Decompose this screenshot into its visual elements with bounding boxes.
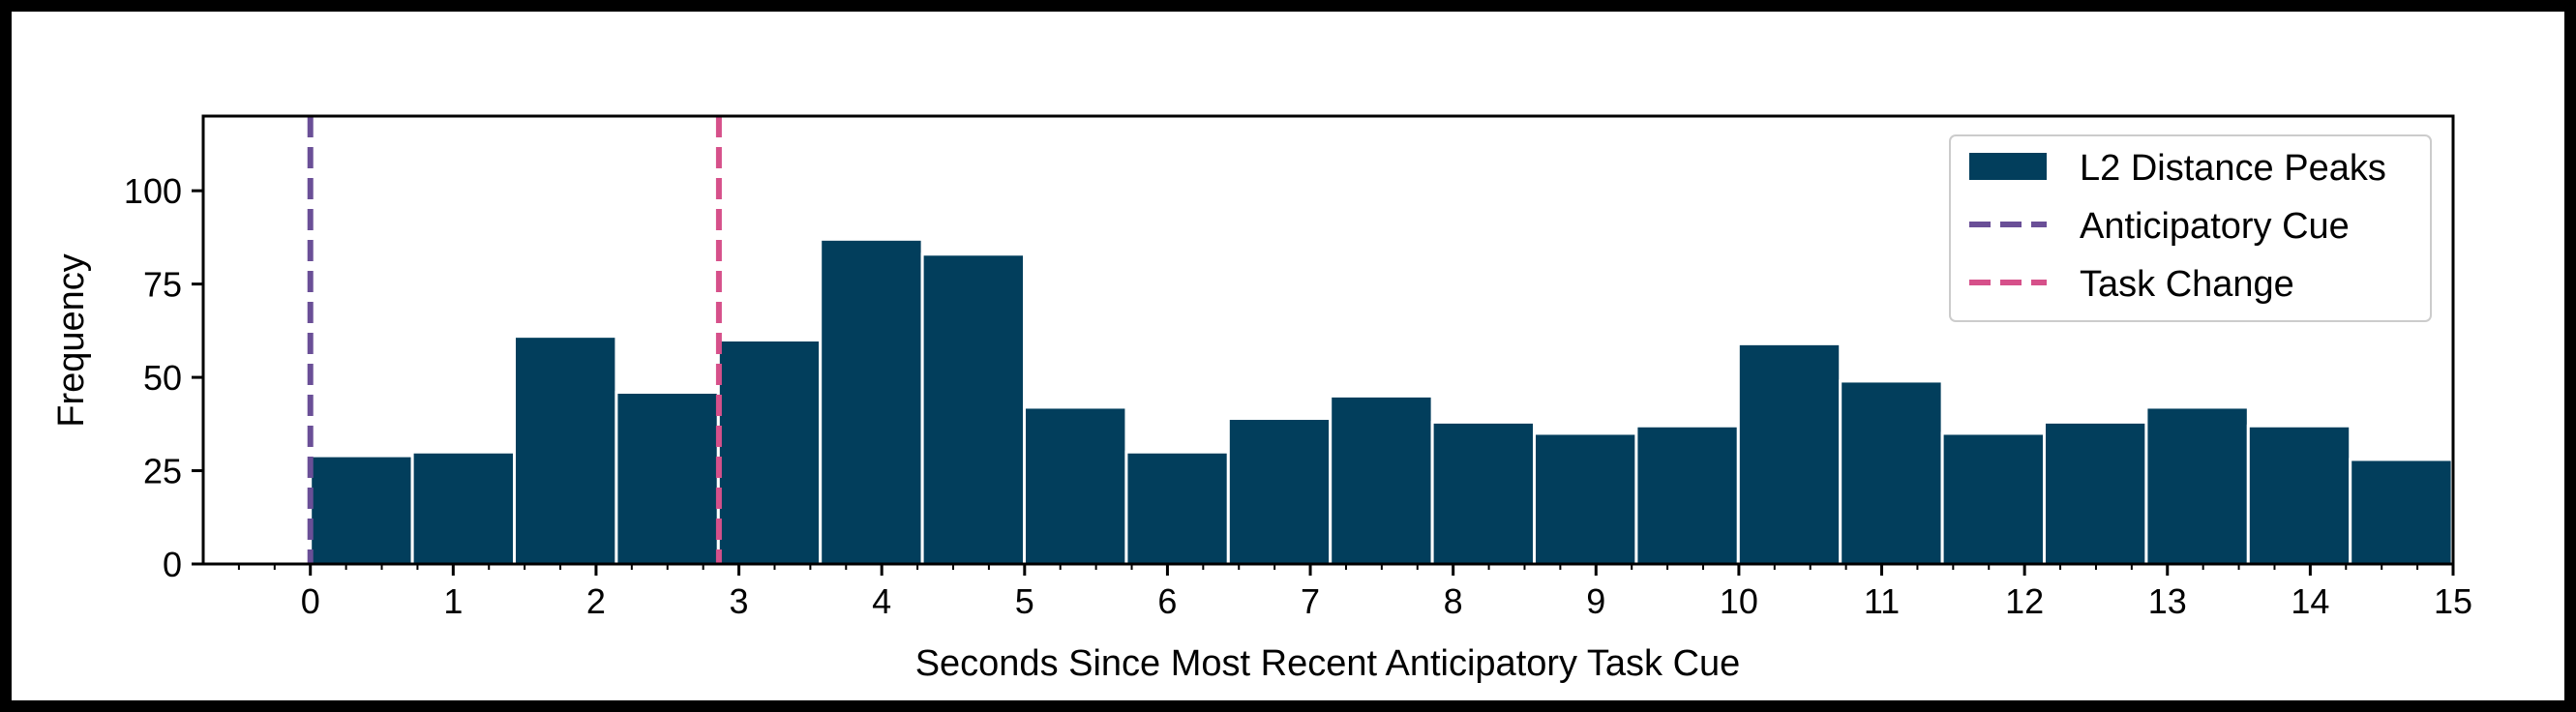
x-tick-label: 13 bbox=[2148, 581, 2187, 621]
legend-label-l2-distance-peaks: L2 Distance Peaks bbox=[2080, 148, 2386, 189]
bar bbox=[309, 454, 414, 566]
x-tick-label: 1 bbox=[443, 581, 463, 621]
x-tick-label: 0 bbox=[301, 581, 320, 621]
legend-label-anticipatory-cue: Anticipatory Cue bbox=[2080, 206, 2350, 247]
bar bbox=[716, 339, 823, 566]
bar bbox=[819, 237, 924, 566]
x-tick-label: 2 bbox=[586, 581, 606, 621]
x-tick-label: 8 bbox=[1444, 581, 1463, 621]
bar bbox=[2043, 420, 2148, 566]
x-tick-label: 9 bbox=[1586, 581, 1605, 621]
x-tick-label: 5 bbox=[1015, 581, 1034, 621]
bar bbox=[1226, 417, 1333, 566]
axes-frame bbox=[201, 114, 2455, 566]
y-tick-label: 75 bbox=[143, 265, 182, 305]
bar bbox=[410, 450, 517, 566]
bar bbox=[2144, 405, 2250, 566]
y-tick-label: 25 bbox=[143, 452, 182, 491]
x-tick-label: 15 bbox=[2434, 581, 2472, 621]
x-tick-label: 4 bbox=[872, 581, 891, 621]
bars-group bbox=[309, 237, 2454, 566]
bar bbox=[1329, 394, 1434, 566]
vlines-group bbox=[307, 116, 722, 564]
bar bbox=[1940, 431, 2047, 566]
legend: L2 Distance Peaks Anticipatory Cue Task … bbox=[1949, 134, 2432, 322]
bar bbox=[1023, 405, 1128, 566]
bar bbox=[614, 391, 720, 566]
x-tick-label: 7 bbox=[1301, 581, 1320, 621]
bar bbox=[1634, 424, 1740, 566]
y-axis-title: Frequency bbox=[51, 253, 92, 428]
legend-label-task-change: Task Change bbox=[2080, 264, 2294, 305]
y-tick-label: 50 bbox=[143, 358, 182, 398]
bar bbox=[513, 335, 618, 566]
y-tick-label: 0 bbox=[163, 545, 182, 584]
x-tick-label: 11 bbox=[1864, 581, 1900, 621]
x-axis-title: Seconds Since Most Recent Anticipatory T… bbox=[915, 643, 1741, 684]
legend-swatch-l2-distance-peaks bbox=[1969, 153, 2047, 180]
bar bbox=[1124, 450, 1230, 566]
x-tick-label: 14 bbox=[2291, 581, 2329, 621]
bar bbox=[1839, 379, 1944, 566]
y-tick-label: 100 bbox=[124, 171, 182, 211]
x-tick-label: 6 bbox=[1157, 581, 1177, 621]
bar bbox=[2246, 424, 2352, 566]
x-tick-label: 3 bbox=[730, 581, 749, 621]
x-axis: 0 1 2 3 4 5 6 7 8 9 10 11 12 13 14 15 bbox=[237, 564, 2472, 621]
x-tick-label: 10 bbox=[1720, 581, 1758, 621]
y-axis: 0 25 50 75 100 bbox=[124, 171, 203, 584]
bar bbox=[1533, 431, 1638, 566]
bar bbox=[1736, 341, 1842, 566]
x-tick-label: 12 bbox=[2005, 581, 2044, 621]
bar bbox=[1430, 420, 1537, 566]
bar bbox=[920, 252, 1027, 566]
legend-box bbox=[1949, 134, 2432, 322]
bar bbox=[2349, 458, 2454, 566]
